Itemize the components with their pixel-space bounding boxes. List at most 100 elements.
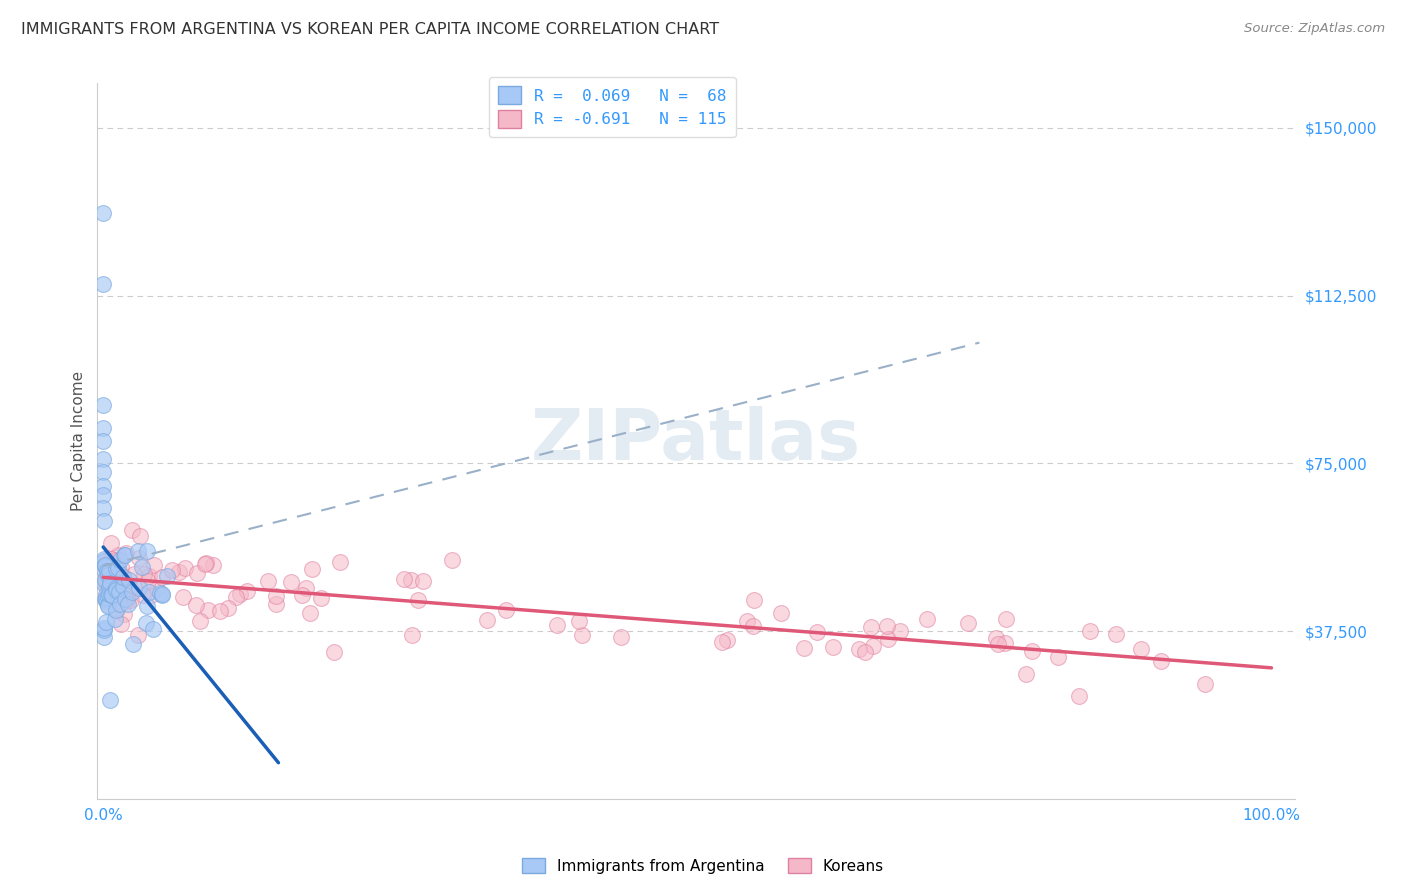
Point (110, 616, 132, 631)
Point (93, 552, 115, 566)
Point (142, 622, 165, 636)
Point (94, 558, 117, 572)
Point (100, 551, 122, 566)
Point (406, 592, 429, 607)
Point (91, 451, 114, 466)
Point (97, 581, 120, 595)
Point (93, 577, 115, 591)
Point (610, 631, 633, 645)
Point (104, 612, 127, 626)
Text: ZIPatlas: ZIPatlas (531, 407, 860, 475)
Point (105, 560, 128, 574)
Point (104, 581, 127, 595)
Point (994, 636, 1017, 650)
Point (104, 582, 127, 596)
Point (225, 590, 247, 604)
Point (101, 588, 124, 602)
Point (117, 597, 139, 611)
Point (475, 614, 498, 628)
Point (94, 592, 117, 607)
Point (98, 566, 121, 581)
Point (889, 624, 911, 639)
Point (100, 568, 122, 582)
Point (96, 615, 118, 629)
Point (299, 606, 322, 620)
Point (821, 640, 844, 655)
Point (93, 631, 115, 645)
Point (150, 587, 173, 601)
Point (876, 632, 898, 647)
Point (91, 479, 114, 493)
Point (862, 639, 884, 653)
Point (118, 574, 141, 588)
Point (150, 570, 173, 584)
Point (155, 569, 177, 583)
Point (122, 566, 145, 581)
Point (96, 553, 118, 567)
Point (97, 591, 120, 605)
Point (112, 607, 135, 621)
Point (94, 573, 117, 587)
Point (134, 567, 156, 582)
Point (568, 614, 591, 628)
Point (146, 582, 169, 597)
Point (112, 579, 135, 593)
Point (169, 565, 191, 579)
Point (105, 582, 128, 597)
Point (1067, 690, 1090, 704)
Point (127, 544, 149, 558)
Point (96, 556, 118, 570)
Point (117, 593, 139, 607)
Point (984, 631, 1007, 645)
Point (100, 693, 122, 707)
Point (100, 536, 122, 550)
Point (104, 553, 127, 567)
Legend: R =  0.069   N =  68, R = -0.691   N = 115: R = 0.069 N = 68, R = -0.691 N = 115 (489, 77, 735, 137)
Point (441, 553, 464, 567)
Point (138, 584, 160, 599)
Point (112, 548, 135, 562)
Point (97, 599, 120, 613)
Point (127, 628, 149, 642)
Point (716, 633, 738, 648)
Point (128, 529, 150, 543)
Point (995, 612, 1018, 626)
Point (93, 554, 115, 568)
Point (91, 465, 114, 479)
Point (186, 566, 208, 580)
Point (1021, 643, 1043, 657)
Y-axis label: Per Capita Income: Per Capita Income (72, 371, 86, 511)
Point (1078, 624, 1101, 639)
Point (112, 569, 135, 583)
Point (401, 628, 423, 642)
Point (114, 591, 136, 606)
Point (120, 593, 142, 607)
Point (96, 575, 118, 590)
Point (148, 586, 170, 600)
Point (114, 546, 136, 560)
Point (987, 637, 1010, 651)
Point (853, 645, 876, 659)
Point (301, 562, 323, 576)
Point (142, 558, 165, 573)
Point (135, 544, 157, 558)
Point (236, 584, 259, 599)
Point (114, 548, 136, 562)
Point (1150, 654, 1173, 668)
Point (735, 614, 758, 628)
Point (860, 620, 883, 634)
Point (392, 572, 415, 586)
Point (105, 603, 128, 617)
Point (91, 277, 114, 292)
Point (121, 524, 143, 538)
Point (741, 619, 763, 633)
Point (100, 574, 122, 588)
Point (173, 561, 195, 575)
Point (93, 624, 115, 638)
Point (172, 591, 194, 605)
Point (197, 603, 219, 617)
Point (257, 574, 280, 589)
Point (202, 558, 225, 572)
Point (742, 592, 765, 607)
Point (91, 398, 114, 412)
